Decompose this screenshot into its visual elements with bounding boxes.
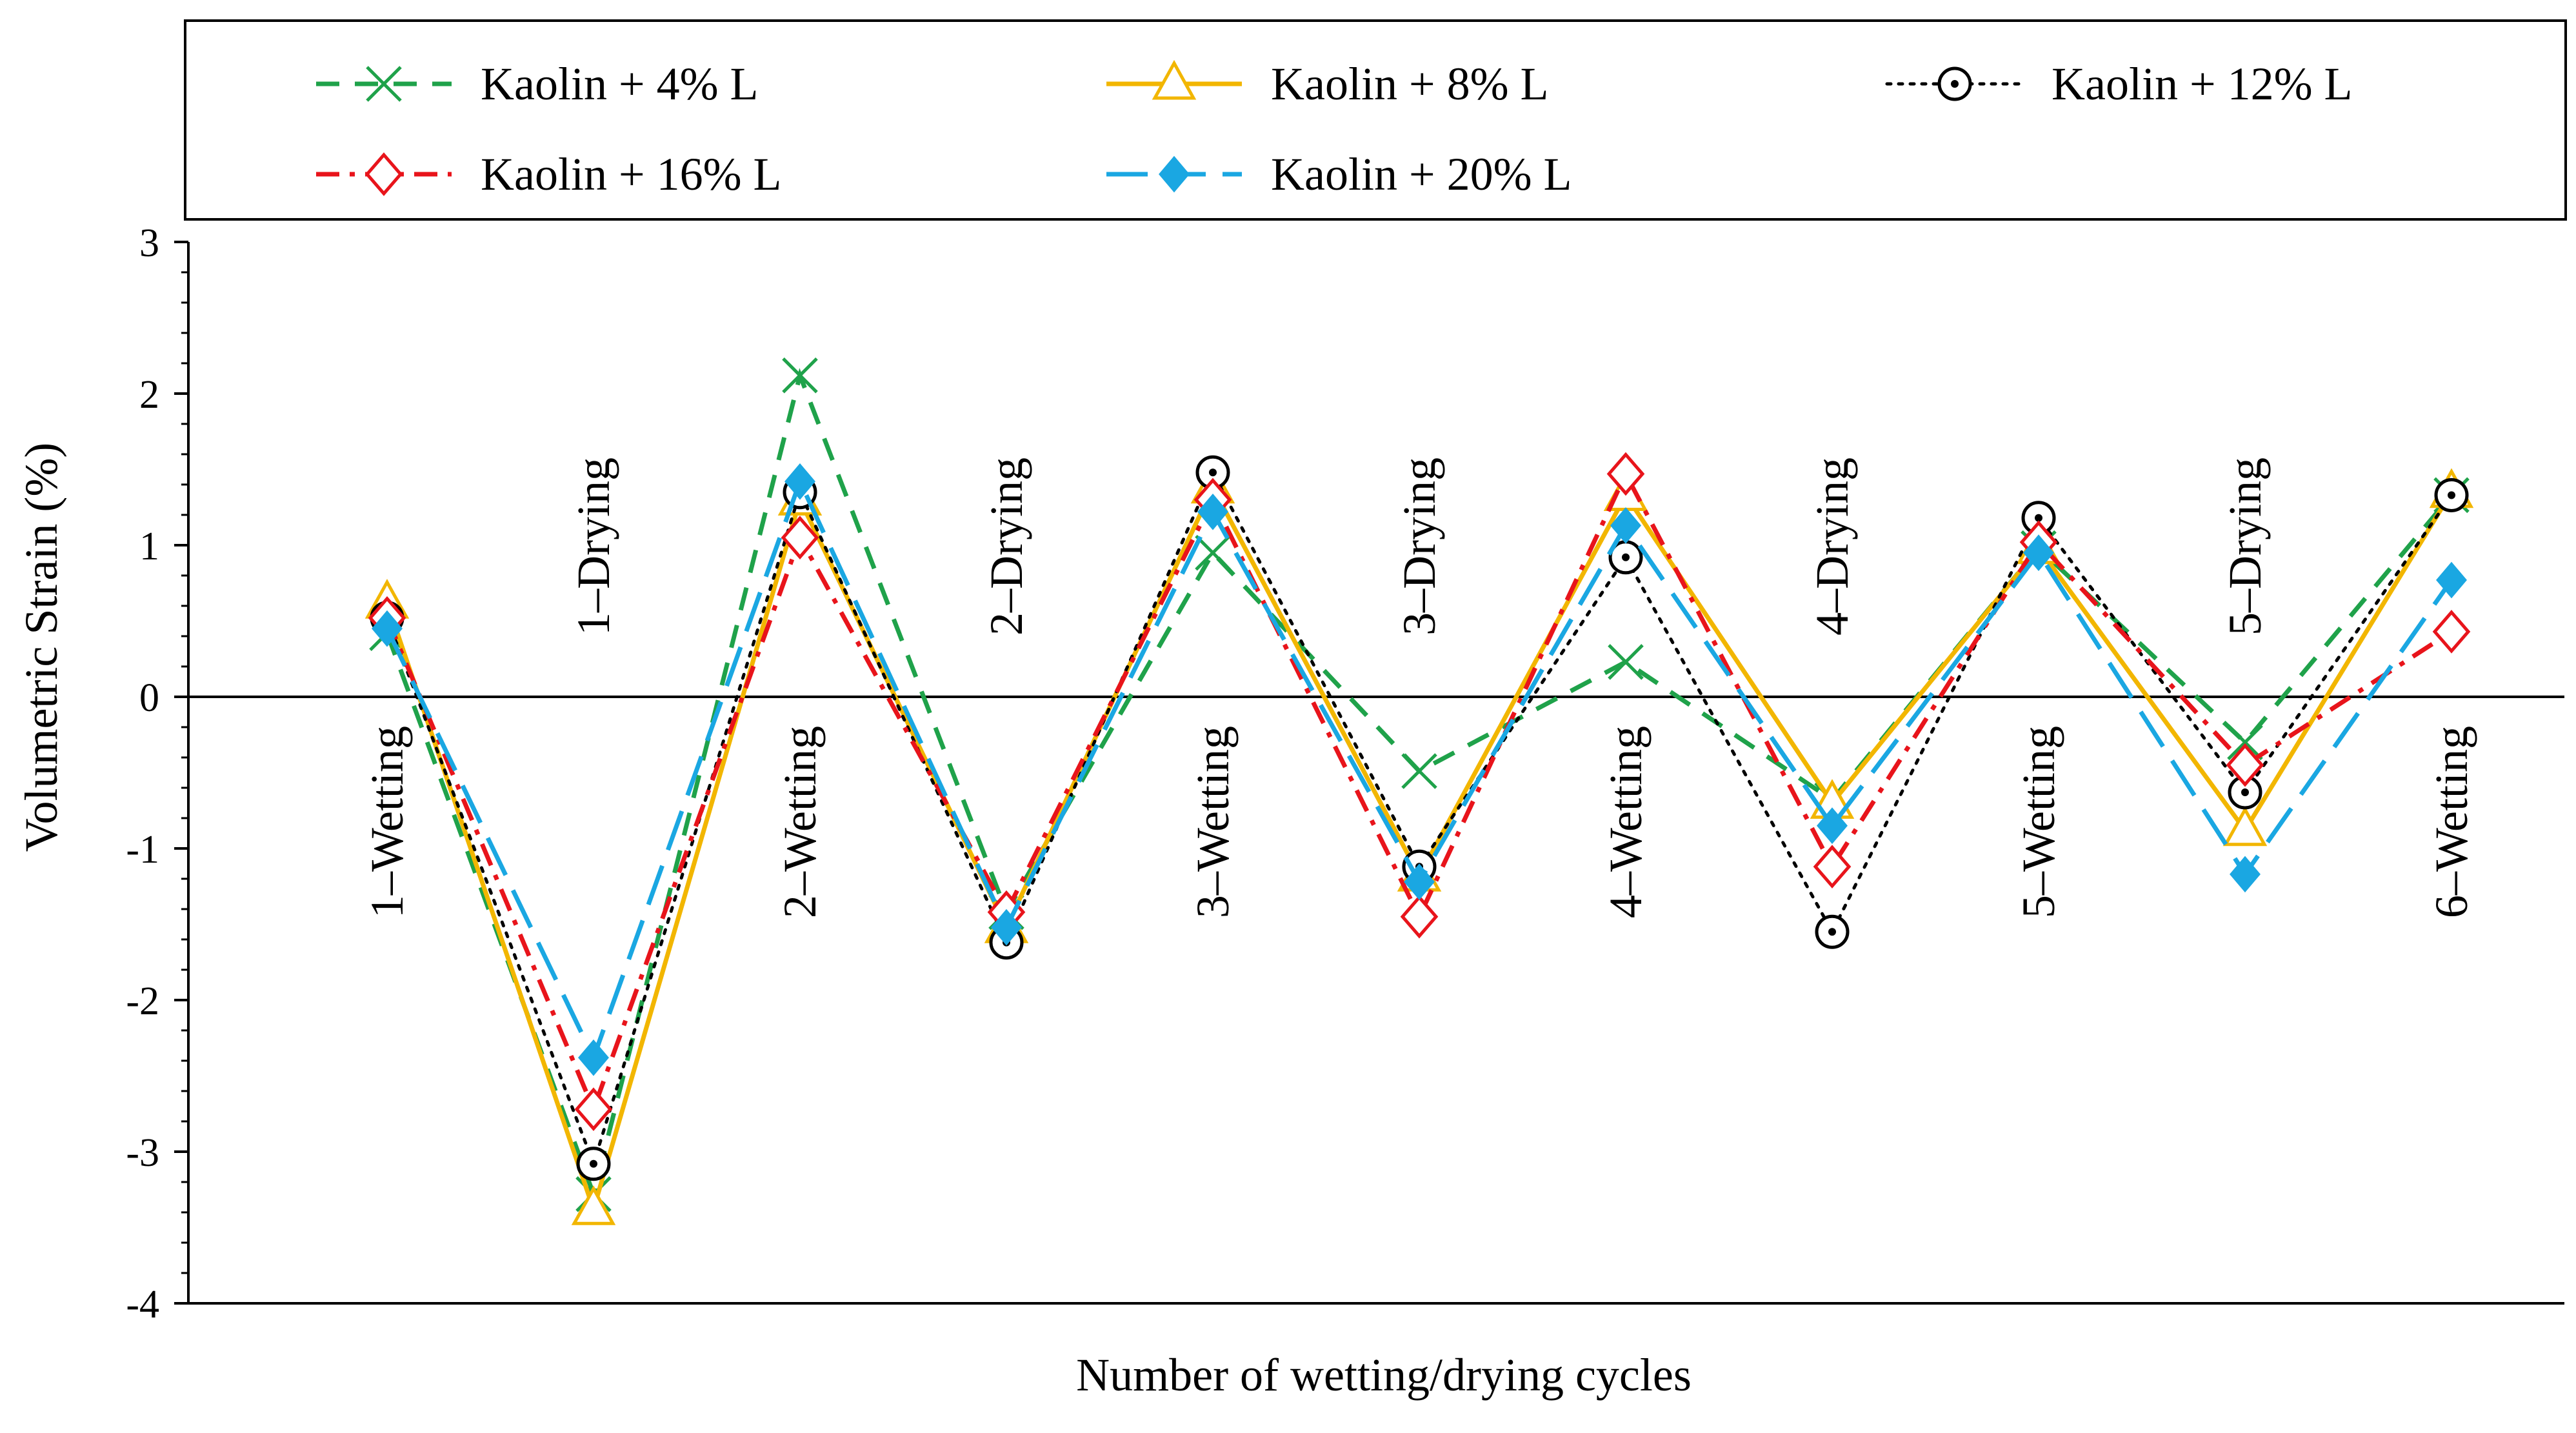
data-point — [576, 1147, 611, 1181]
data-point — [784, 463, 815, 500]
data-point — [1817, 807, 1848, 845]
legend-label: Kaolin + 4% L — [481, 58, 759, 110]
y-tick-label: 0 — [139, 676, 159, 720]
y-tick-label: 3 — [139, 221, 159, 265]
data-point — [1159, 155, 1190, 193]
data-point — [2432, 610, 2471, 654]
x-axis-title: Number of wetting/drying cycles — [1076, 1349, 1692, 1401]
data-point — [366, 66, 402, 102]
data-point — [782, 357, 818, 394]
y-axis: -4 -3 -2 -1 0 1 2 3 — [126, 221, 190, 1327]
data-point — [1813, 845, 1852, 889]
legend-entry: Kaolin + 12% L — [1885, 58, 2353, 110]
data-point — [574, 1087, 613, 1132]
series-5 — [372, 463, 2467, 1076]
y-tick-label: -4 — [126, 1283, 159, 1327]
data-point — [1400, 894, 1439, 939]
x-category-label: 2–Drying — [981, 457, 1032, 636]
legend-entry: Kaolin + 16% L — [316, 148, 782, 200]
data-point — [781, 516, 819, 560]
plot-area: -4 -3 -2 -1 0 1 2 3 1–Wetting 1–Drying 2–Wetting 2… — [126, 221, 2564, 1327]
x-category-label: 1–Wetting — [361, 726, 413, 918]
legend: Kaolin + 4% L Kaolin + 8% L Kaolin + 12% L… — [316, 58, 2353, 200]
legend-label: Kaolin + 8% L — [1271, 58, 1549, 110]
data-point — [2021, 501, 2056, 536]
data-point — [2436, 561, 2467, 599]
data-point — [2230, 856, 2261, 893]
series-group — [364, 357, 2474, 1225]
legend-label: Kaolin + 20% L — [1271, 148, 1572, 200]
x-category-label: 1–Drying — [568, 457, 619, 636]
data-point — [1937, 66, 1972, 101]
data-point — [2023, 534, 2054, 572]
data-point — [1404, 863, 1435, 901]
legend-entry: Kaolin + 20% L — [1106, 148, 1572, 200]
data-point — [2222, 806, 2268, 847]
data-point — [1608, 644, 1644, 680]
data-point — [1152, 59, 1197, 100]
x-category-label: 3–Wetting — [1187, 726, 1239, 918]
data-point — [1606, 452, 1645, 496]
legend-entry: Kaolin + 4% L — [316, 58, 759, 110]
data-point — [2226, 743, 2264, 787]
category-labels: 1–Wetting 1–Drying 2–Wetting 2–Drying 3–Wett… — [361, 457, 2477, 918]
x-category-label: 5–Wetting — [2013, 726, 2064, 918]
legend-entry: Kaolin + 8% L — [1106, 58, 1549, 110]
x-category-label: 4–Wetting — [1600, 726, 1652, 918]
data-point — [2434, 477, 2469, 512]
x-category-label: 5–Drying — [2219, 457, 2271, 636]
data-point — [1195, 534, 1231, 571]
data-point — [1610, 507, 1641, 544]
y-axis-title: Volumetric Strain (%) — [15, 443, 67, 852]
data-point — [364, 152, 403, 196]
data-point — [1401, 753, 1437, 789]
x-axis — [188, 696, 2564, 1305]
data-point — [578, 1039, 609, 1076]
x-category-label: 3–Drying — [1393, 457, 1445, 636]
data-point — [571, 1185, 616, 1225]
data-point — [2227, 724, 2263, 761]
x-category-label: 2–Wetting — [774, 726, 826, 918]
series-line — [384, 468, 2453, 1116]
y-tick-label: -3 — [126, 1131, 159, 1175]
legend-label: Kaolin + 12% L — [2052, 58, 2353, 110]
data-point — [372, 610, 403, 647]
data-point — [991, 908, 1022, 946]
y-tick-label: -1 — [126, 828, 159, 872]
data-point — [1197, 493, 1228, 530]
data-point — [1815, 914, 1850, 949]
y-tick-label: -2 — [126, 979, 159, 1023]
y-tick-label: 2 — [139, 373, 159, 417]
y-tick-label: 1 — [139, 525, 159, 568]
legend-box — [184, 19, 2567, 221]
legend-label: Kaolin + 16% L — [481, 148, 782, 200]
x-category-label: 6–Wetting — [2426, 726, 2477, 918]
x-category-label: 4–Drying — [1806, 457, 1858, 636]
